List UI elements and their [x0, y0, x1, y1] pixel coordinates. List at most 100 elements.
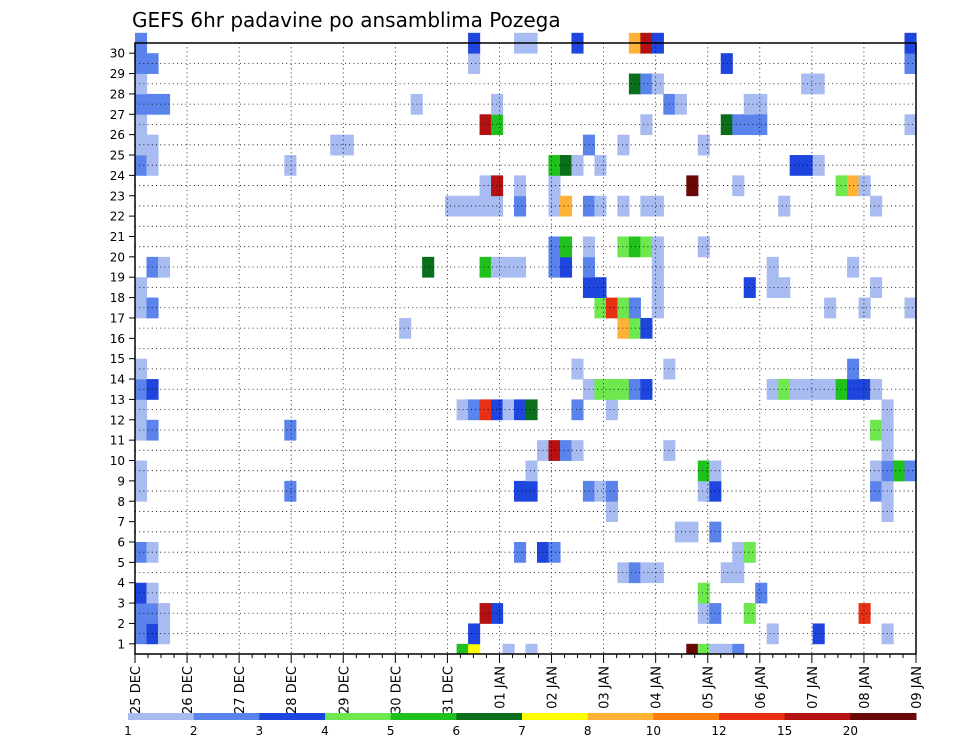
x-tick-label: 06 JAN — [754, 666, 769, 709]
heatmap-cell — [594, 379, 607, 400]
heatmap-cell — [651, 297, 664, 319]
heatmap-cell — [502, 399, 515, 421]
heatmap-cell — [135, 541, 148, 563]
x-tick-label: 26 DEC — [181, 666, 196, 714]
heatmap-cell — [135, 358, 148, 380]
heatmap-cell — [157, 603, 171, 624]
x-tick-label: 08 JAN — [858, 666, 873, 709]
heatmap-cell — [812, 73, 825, 95]
heatmap-cell — [605, 501, 618, 523]
heatmap-cell — [870, 195, 883, 217]
heatmap-cell — [870, 460, 883, 482]
heatmap-cell — [341, 134, 354, 156]
x-tick-label: 09 JAN — [910, 666, 925, 709]
y-tick-label: 24 — [110, 169, 125, 183]
heatmap-cell — [571, 440, 584, 461]
heatmap-cell — [468, 623, 481, 645]
legend-label: 8 — [584, 724, 592, 738]
heatmap-cell — [697, 582, 710, 604]
heatmap-cell — [743, 277, 756, 298]
heatmap-cell — [732, 643, 745, 654]
heatmap-cell — [812, 379, 825, 400]
heatmap-cell — [812, 155, 825, 176]
heatmap-cell — [720, 562, 733, 584]
heatmap-cell — [789, 379, 802, 400]
heatmap-cell — [720, 643, 733, 654]
heatmap-cell — [502, 256, 515, 278]
legend-label: 4 — [321, 724, 329, 738]
y-tick-label: 16 — [110, 332, 125, 346]
heatmap-cell — [135, 582, 148, 604]
heatmap-cell — [135, 114, 148, 136]
heatmap-cell — [594, 297, 607, 319]
heatmap-cell — [697, 643, 710, 654]
heatmap-cell — [330, 134, 343, 156]
heatmap-cell — [479, 399, 492, 421]
heatmap-cell — [514, 399, 527, 421]
x-tick-label: 05 JAN — [702, 666, 717, 709]
x-tick-label: 27 DEC — [233, 666, 248, 714]
y-tick-label: 15 — [110, 352, 125, 366]
heatmap-cell — [479, 603, 492, 624]
y-tick-label: 9 — [117, 474, 125, 488]
legend-label: 15 — [777, 724, 792, 738]
heatmap-cell — [514, 541, 527, 563]
y-tick-label: 8 — [117, 495, 125, 509]
y-tick-label: 4 — [117, 576, 125, 590]
heatmap-cell — [640, 236, 653, 258]
legend-label: 3 — [256, 724, 264, 738]
heatmap-cell — [514, 480, 527, 502]
heatmap-cell — [617, 195, 630, 217]
heatmap-cell — [135, 419, 148, 441]
heatmap-cell — [674, 521, 687, 543]
heatmap-cell — [743, 541, 756, 563]
heatmap-cell — [605, 480, 618, 502]
heatmap-cell — [847, 175, 860, 197]
heatmap-cell — [468, 399, 481, 421]
heatmap-cell — [847, 358, 860, 380]
heatmap-cell — [525, 480, 538, 502]
legend-label: 6 — [453, 724, 461, 738]
heatmap-cell — [743, 114, 756, 136]
heatmap-cell — [640, 195, 653, 217]
y-tick-label: 27 — [110, 108, 125, 122]
heatmap-cell — [617, 134, 630, 156]
heatmap-cell — [766, 379, 779, 400]
x-tick-label: 31 DEC — [441, 666, 456, 714]
heatmap-cell — [479, 195, 492, 217]
legend-label: 20 — [843, 724, 858, 738]
heatmap-cell — [697, 603, 710, 624]
heatmap-cell — [824, 297, 837, 319]
heatmap-cell — [594, 277, 607, 298]
heatmap-cells — [135, 32, 917, 654]
heatmap-cell — [904, 460, 917, 482]
y-tick-label: 18 — [110, 291, 125, 305]
y-tick-label: 7 — [117, 515, 125, 529]
legend-label: 12 — [711, 724, 726, 738]
heatmap-cell — [571, 155, 584, 176]
heatmap-cell — [732, 562, 745, 584]
heatmap-cell — [904, 53, 917, 74]
heatmap-cell — [525, 643, 538, 654]
y-tick-label: 17 — [110, 311, 125, 325]
legend-swatch — [850, 713, 917, 720]
heatmap-cell — [870, 419, 883, 441]
heatmap-cell — [893, 460, 906, 482]
heatmap-cell — [284, 155, 297, 176]
heatmap-cell — [686, 521, 699, 543]
x-tick-label: 04 JAN — [650, 666, 665, 709]
y-tick-label: 22 — [110, 210, 125, 224]
heatmap-cell — [514, 195, 527, 217]
y-tick-label: 2 — [117, 617, 125, 631]
heatmap-cell — [548, 236, 561, 258]
y-tick-label: 12 — [110, 413, 125, 427]
heatmap-cell — [468, 643, 481, 654]
heatmap-cell — [732, 541, 745, 563]
heatmap-cell — [617, 236, 630, 258]
heatmap-cell — [548, 155, 561, 176]
heatmap-cell — [766, 277, 779, 298]
heatmap-cell — [870, 480, 883, 502]
x-tick-label: 29 DEC — [337, 666, 352, 714]
legend-swatch — [325, 713, 392, 720]
heatmap-cell — [548, 256, 561, 278]
